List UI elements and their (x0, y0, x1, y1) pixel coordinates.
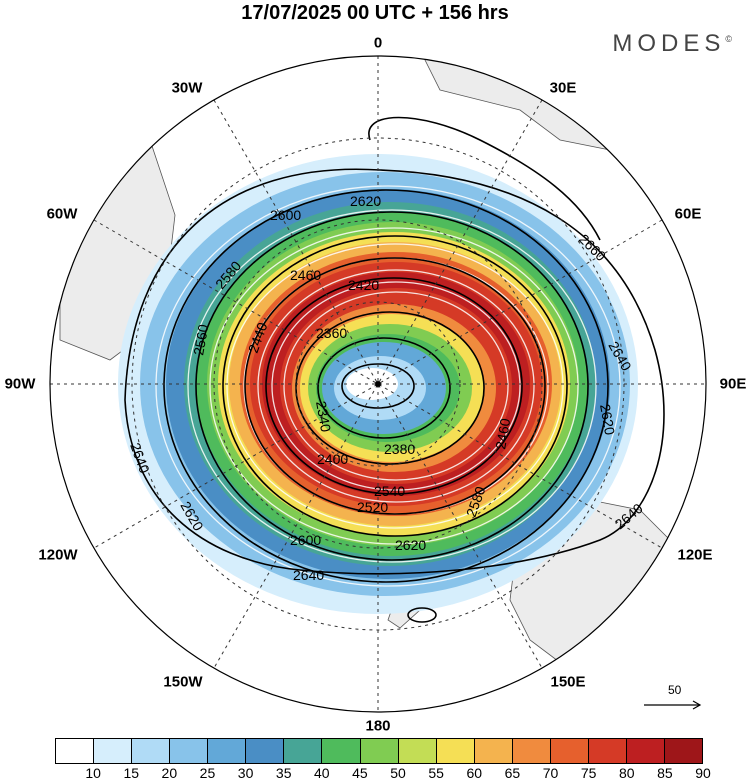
lon-label-90w: 90W (4, 375, 36, 393)
colorbar-swatch (132, 739, 171, 763)
map-boundary (49, 55, 707, 713)
contour-label: 2560 (190, 323, 211, 357)
contour-label-group: 2620 2600 2580 2560 2460 2440 2420 2400 … (127, 193, 646, 583)
colorbar-tick-label: 80 (618, 765, 635, 781)
colorbar-swatch (626, 739, 665, 763)
colorbar-swatch (512, 739, 551, 763)
colorbar-swatch (284, 739, 323, 763)
colorbar-tick-label: 75 (580, 765, 597, 781)
colorbar-swatch (436, 739, 475, 763)
contour-label: 2460 (290, 267, 321, 283)
contour-label: 2360 (316, 325, 347, 341)
colorbar-tick-label: 55 (428, 765, 444, 781)
brand-logo: MODES© (612, 30, 732, 57)
colorbar-swatch (550, 739, 589, 763)
contour-label: 2620 (597, 403, 618, 437)
contour-label: 2600 (270, 207, 301, 223)
colorbar-tick-label: 90 (695, 765, 711, 781)
colorbar-tick-label: 30 (237, 765, 254, 781)
colorbar-swatch (170, 739, 209, 763)
colorbar-tick-label: 45 (352, 765, 368, 781)
colorbar-tick-label: 10 (85, 765, 101, 781)
contour-label: 2620 (395, 537, 426, 553)
lon-label-90e: 90E (719, 375, 747, 393)
colorbar-swatch (94, 739, 133, 763)
lon-label-30e: 30E (549, 79, 577, 97)
lat-lon-grid (50, 56, 706, 712)
lon-label-150e: 150E (550, 673, 586, 691)
vector-reference-label: 50 (668, 683, 682, 697)
contour-label: 2420 (348, 277, 379, 293)
contour-label: 2540 (374, 483, 405, 499)
lon-label-120e: 120E (677, 546, 713, 564)
contour-label: 2520 (357, 499, 388, 515)
colorbar-swatch (246, 739, 285, 763)
colorbar-tick-label: 20 (161, 765, 178, 781)
contour-label: 2600 (290, 532, 321, 548)
colorbar-tick-label: 85 (657, 765, 673, 781)
colorbar-tick-label: 25 (199, 765, 216, 781)
map-title: 17/07/2025 00 UTC + 156 hrs (241, 2, 509, 24)
lon-label-180: 180 (365, 717, 391, 735)
contour-label: 2640 (293, 567, 324, 583)
contour-label: 2380 (384, 441, 415, 457)
contour-label: 2340 (313, 400, 334, 434)
colorbar (55, 738, 703, 764)
colorbar-tick-label: 35 (275, 765, 292, 781)
colorbar-swatch (208, 739, 247, 763)
colorbar-swatch (56, 739, 95, 763)
colorbar-tick-label: 50 (390, 765, 406, 781)
colorbar-swatch (322, 739, 361, 763)
colorbar-ticks: 10 15 20 25 30 35 40 45 50 55 60 65 70 75 80 85 90 (55, 765, 710, 781)
colorbar-tick-label: 15 (123, 765, 140, 781)
lon-label-0: 0 (373, 34, 383, 52)
colorbar-tick-label: 60 (466, 765, 483, 781)
colorbar-tick-label: 40 (314, 765, 330, 781)
colorbar-tick-label: 65 (504, 765, 521, 781)
wind-streamlines (155, 185, 621, 587)
colorbar-swatch (398, 739, 437, 763)
lon-label-30w: 30W (171, 79, 203, 97)
lon-label-60w: 60W (46, 205, 78, 223)
colorbar-tick-label: 70 (542, 765, 559, 781)
pole-marker (375, 381, 381, 387)
lon-label-60e: 60E (674, 205, 702, 223)
contour-label: 2460 (492, 417, 513, 451)
contour-label: 2400 (317, 451, 348, 467)
colorbar-swatch (665, 739, 703, 763)
vector-reference-arrow (644, 700, 702, 710)
colorbar-swatch (360, 739, 399, 763)
contour-label: 2620 (350, 193, 381, 209)
colorbar-swatch (588, 739, 627, 763)
colorbar-swatch (474, 739, 513, 763)
lon-label-120w: 120W (38, 546, 78, 564)
lon-label-150w: 150W (163, 673, 203, 691)
